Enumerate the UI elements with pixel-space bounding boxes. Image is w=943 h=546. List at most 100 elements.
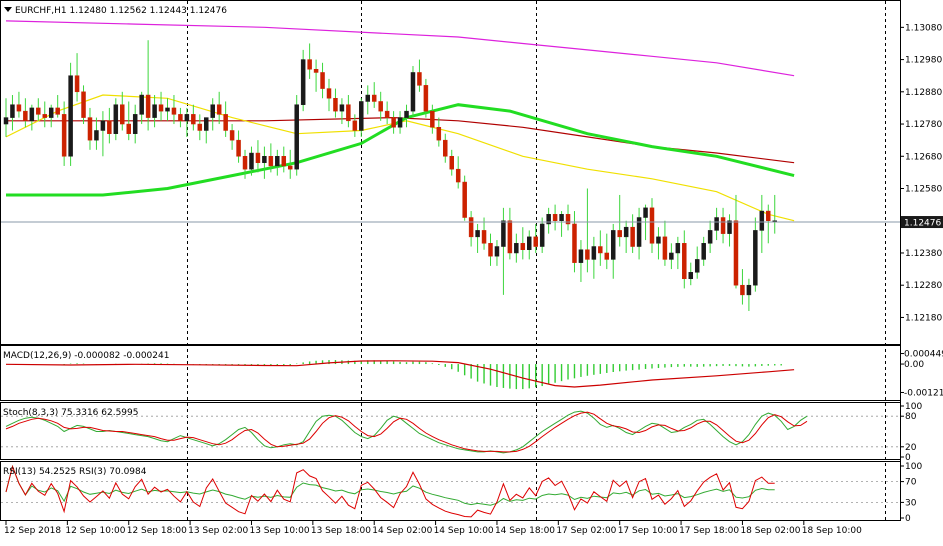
- candle: [295, 95, 299, 176]
- rsi-tick-label: 30: [905, 498, 917, 508]
- candle-body: [178, 114, 182, 120]
- price-tick-label: 1.12880: [905, 88, 942, 98]
- candle-body: [269, 156, 273, 166]
- candle-body: [185, 114, 189, 120]
- candle-body: [359, 101, 363, 130]
- candle-body: [301, 60, 305, 105]
- candle-body: [75, 76, 79, 92]
- rsi-tick-label: 100: [905, 462, 922, 472]
- time-tick-label: 18 Sep 10:00: [802, 526, 862, 536]
- candle-body: [631, 227, 635, 246]
- candle-body: [747, 285, 751, 295]
- candle-body: [30, 108, 34, 121]
- candle-body: [88, 118, 92, 141]
- candle-body: [43, 114, 47, 117]
- candle-body: [146, 95, 150, 118]
- price-tick-label: 1.12380: [905, 249, 942, 259]
- macd-tick-label: 0.00: [904, 360, 924, 370]
- candle-body: [346, 105, 350, 121]
- candle-body: [708, 230, 712, 243]
- stoch-tick-label: 20: [905, 443, 917, 453]
- candle-body: [450, 156, 454, 169]
- macd-tick-label: 0.000449: [904, 350, 943, 360]
- candle-body: [172, 108, 176, 114]
- time-tick-label: 17 Sep 18:00: [679, 526, 739, 536]
- time-tick-label: 13 Sep 18:00: [311, 526, 371, 536]
- candle-body: [598, 247, 602, 253]
- candle-body: [417, 72, 421, 85]
- candle-body: [740, 285, 744, 295]
- candle-body: [333, 98, 337, 111]
- price-tick-label: 1.12280: [905, 281, 942, 291]
- candle-body: [650, 208, 654, 243]
- stoch-header: Stoch(8,3,3) 75.3316 62.5995: [3, 408, 138, 418]
- time-tick-label: 12 Sep 18:00: [127, 526, 187, 536]
- candle-body: [321, 72, 325, 88]
- time-tick-label: 13 Sep 10:00: [249, 526, 309, 536]
- candle-body: [572, 224, 576, 263]
- time-tick-label: 12 Sep 2018: [4, 526, 61, 536]
- candle-body: [230, 130, 234, 140]
- candle-body: [534, 237, 538, 247]
- candle-body: [527, 237, 531, 250]
- candle-body: [514, 243, 518, 253]
- candle-body: [656, 237, 660, 243]
- candle: [114, 98, 118, 140]
- candle-body: [611, 230, 615, 259]
- candle-body: [327, 89, 331, 99]
- candle-body: [198, 124, 202, 130]
- candle-body: [94, 130, 98, 140]
- candle-body: [489, 243, 493, 256]
- candle-body: [476, 230, 480, 236]
- candle-body: [49, 108, 53, 118]
- candle-body: [262, 156, 266, 162]
- candle-body: [463, 182, 467, 217]
- stoch-tick-label: 100: [905, 402, 922, 412]
- candle-body: [469, 218, 473, 237]
- candle-body: [443, 140, 447, 156]
- candle-body: [82, 92, 86, 118]
- price-badge-text: 1.12476: [904, 219, 941, 229]
- candle-body: [340, 105, 344, 111]
- candle-body: [275, 156, 279, 166]
- time-tick-label: 13 Sep 02:00: [188, 526, 248, 536]
- candle-body: [721, 218, 725, 234]
- price-tick-label: 1.12680: [905, 152, 942, 162]
- candle-body: [682, 243, 686, 278]
- candle-body: [411, 72, 415, 111]
- candle-body: [224, 114, 228, 130]
- stoch-tick-label: 80: [905, 412, 917, 422]
- candle-body: [405, 111, 409, 117]
- candle-body: [127, 124, 131, 134]
- candle-body: [702, 243, 706, 259]
- price-tick-label: 1.12780: [905, 120, 942, 130]
- candle-body: [308, 60, 312, 70]
- time-tick-label: 14 Sep 18:00: [495, 526, 555, 536]
- candle-body: [644, 208, 648, 218]
- candle-body: [237, 140, 241, 156]
- candle-body: [663, 237, 667, 260]
- candle-body: [385, 111, 389, 117]
- candle: [69, 63, 73, 166]
- candle-body: [114, 105, 118, 134]
- candle-body: [166, 108, 170, 111]
- candle-body: [372, 95, 376, 101]
- time-tick-label: 18 Sep 02:00: [740, 526, 800, 536]
- candle-body: [69, 76, 73, 157]
- candle-body: [211, 105, 215, 118]
- macd-tick-label: -0.001214: [904, 388, 943, 398]
- candle-body: [398, 118, 402, 128]
- candle-body: [437, 127, 441, 140]
- main-header: EURCHF,H1 1.12480 1.12562 1.12443 1.1247…: [15, 6, 227, 16]
- price-tick-label: 1.13080: [905, 23, 942, 33]
- candle-body: [153, 105, 157, 118]
- candle-body: [159, 105, 163, 111]
- rsi-header: RSI(13) 54.2525 RSI(3) 70.0984: [3, 467, 147, 477]
- candle-body: [766, 211, 770, 221]
- candle-body: [23, 111, 27, 121]
- candle-body: [191, 114, 195, 124]
- candle-body: [760, 211, 764, 230]
- candle-body: [734, 221, 738, 285]
